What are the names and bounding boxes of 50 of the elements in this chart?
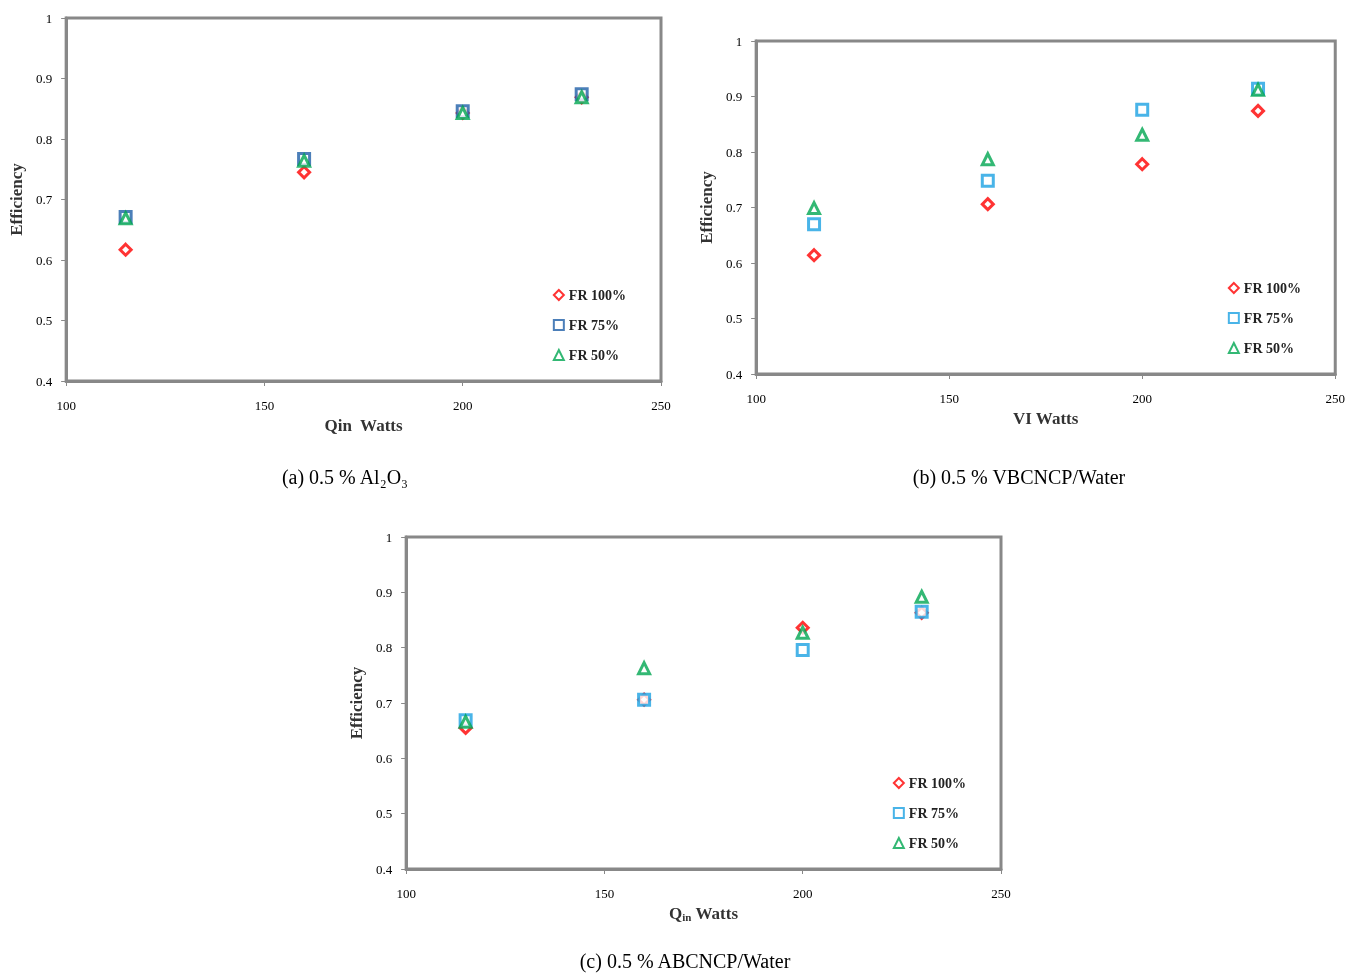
x-tick-label: 100 bbox=[396, 886, 416, 901]
x-tick-label: 100 bbox=[746, 391, 766, 406]
legend-label: FR 50% bbox=[568, 347, 620, 363]
y-tick-label: 0.7 bbox=[35, 192, 53, 207]
y-tick-label: 1 bbox=[735, 33, 743, 49]
x-tick-label: 250 bbox=[991, 886, 1011, 901]
y-tick-label: 0.8 bbox=[375, 640, 393, 656]
x-tick-label: 150 bbox=[939, 391, 959, 406]
y-tick-label: 0.9 bbox=[375, 584, 393, 600]
x-tick-label: 250 bbox=[651, 398, 671, 413]
y-tick-label: 0.7 bbox=[375, 695, 393, 711]
y-axis-title: Efficiency bbox=[347, 666, 366, 740]
y-tick-label: 0.4 bbox=[35, 373, 53, 389]
y-tick-label: 0.6 bbox=[375, 750, 393, 766]
legend-label: FR 75% bbox=[908, 805, 960, 821]
x-tick-label: 200 bbox=[1132, 391, 1152, 406]
y-tick-label: 0.7 bbox=[725, 200, 743, 215]
y-axis-title: Efficiency bbox=[7, 162, 26, 236]
y-tick-label: 0.5 bbox=[725, 311, 743, 326]
y-tick-label: 0.4 bbox=[375, 861, 393, 877]
y-tick-label: 0.6 bbox=[35, 252, 53, 268]
legend-label: FR 100% bbox=[1243, 280, 1302, 296]
x-tick-label: 150 bbox=[594, 886, 615, 901]
legend-label: FR 75% bbox=[1243, 310, 1295, 326]
y-tick-label: 0.9 bbox=[725, 89, 743, 104]
y-axis-title: Efficiency bbox=[697, 170, 716, 244]
y-tick-label: 0.8 bbox=[725, 144, 743, 160]
x-tick-label: 100 bbox=[56, 398, 76, 413]
x-tick-label: 200 bbox=[792, 886, 813, 901]
x-axis-title: Qin Watts bbox=[324, 415, 404, 435]
y-tick-label: 0.4 bbox=[725, 366, 743, 382]
y-tick-label: 0.6 bbox=[725, 255, 743, 271]
legend-label: FR 100% bbox=[568, 287, 627, 303]
y-tick-label: 1 bbox=[45, 10, 53, 26]
legend-label: FR 50% bbox=[908, 835, 960, 851]
legend-label: FR 50% bbox=[1243, 340, 1295, 356]
y-tick-label: 0.5 bbox=[375, 806, 393, 822]
legend-label: FR 100% bbox=[908, 775, 967, 791]
x-tick-label: 250 bbox=[1325, 391, 1345, 406]
y-tick-label: 0.8 bbox=[35, 131, 53, 147]
x-tick-label: 150 bbox=[254, 398, 275, 413]
x-axis-title: VI Watts bbox=[1013, 408, 1079, 428]
y-tick-label: 0.5 bbox=[35, 313, 53, 328]
x-tick-label: 200 bbox=[452, 398, 473, 413]
y-tick-label: 0.9 bbox=[35, 71, 53, 86]
legend-label: FR 75% bbox=[568, 317, 620, 333]
text: (a) 0.5 % Al₂O₃ bbox=[281, 466, 409, 489]
text: (b) 0.5 % VBCNCP/Water bbox=[912, 466, 1126, 489]
y-tick-label: 1 bbox=[385, 529, 393, 545]
text: (c) 0.5 % ABCNCP/Water bbox=[579, 950, 791, 973]
